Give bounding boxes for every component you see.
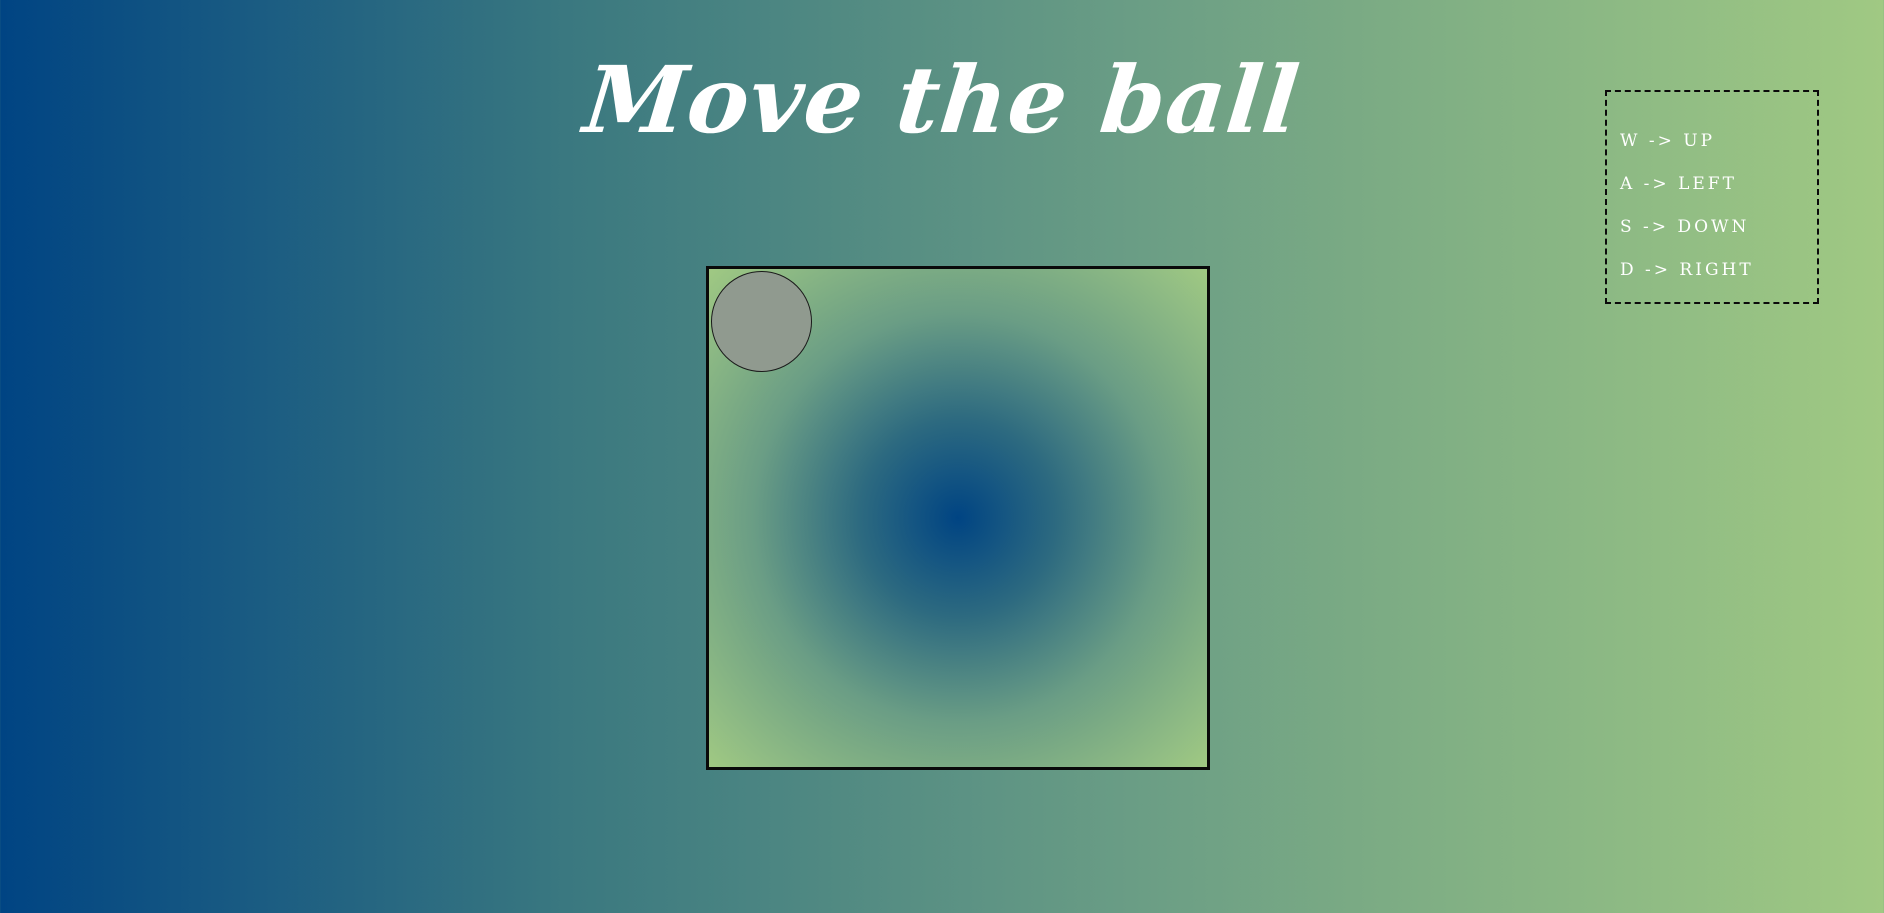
ball[interactable] [711,271,812,372]
control-right: D -> RIGHT [1620,260,1754,280]
control-left: A -> LEFT [1620,174,1737,194]
control-down: S -> DOWN [1620,217,1750,237]
controls-legend: W -> UP A -> LEFT S -> DOWN D -> RIGHT [1605,90,1819,304]
control-up: W -> UP [1620,131,1716,151]
game-arena[interactable] [706,266,1210,770]
page-title: Move the ball [579,46,1305,154]
